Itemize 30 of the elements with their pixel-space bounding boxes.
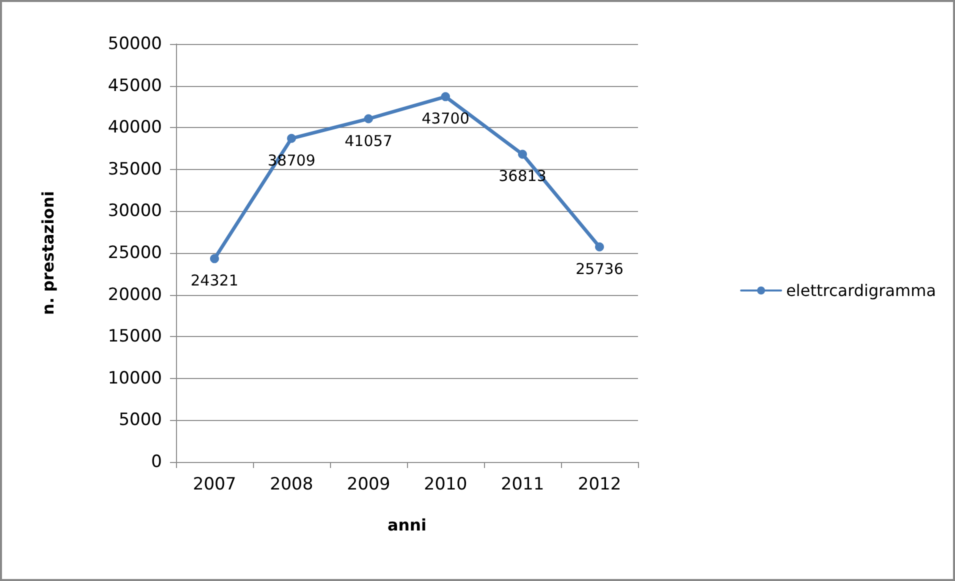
x-tick-label: 2008 — [270, 474, 314, 494]
point — [518, 150, 527, 159]
y-axis-title: n. prestazioni — [38, 191, 58, 315]
y-tick-label: 35000 — [108, 159, 162, 180]
y-tick-label: 40000 — [108, 118, 162, 138]
x-tick-label: 2010 — [424, 474, 468, 494]
data-label: 41057 — [344, 132, 392, 150]
y-tick-label: 30000 — [108, 201, 162, 222]
y-tick-label: 20000 — [108, 284, 162, 305]
data-label: 25736 — [576, 260, 624, 278]
y-tick-label: 50000 — [108, 34, 162, 54]
y-tick-label: 5000 — [118, 410, 162, 430]
x-tick-label: 2012 — [578, 474, 622, 494]
point — [210, 254, 219, 264]
x-tick-label: 2007 — [192, 474, 236, 494]
legend-label: elettrcardigramma — [786, 281, 936, 300]
x-tick-label: 2011 — [500, 474, 544, 494]
x-axis-title: anni — [387, 516, 427, 534]
point — [595, 242, 604, 252]
y-tick-label: 15000 — [108, 326, 162, 347]
data-label: 24321 — [190, 272, 238, 290]
y-tick-label: 10000 — [108, 368, 162, 388]
point — [364, 114, 373, 124]
y-tick-label: 25000 — [108, 243, 162, 263]
point — [287, 134, 296, 143]
x-tick-label: 2009 — [346, 474, 390, 494]
point — [441, 92, 450, 102]
y-tick-label: 0 — [151, 452, 162, 472]
y-tick-label: 45000 — [108, 76, 162, 96]
data-label: 43700 — [422, 110, 470, 128]
